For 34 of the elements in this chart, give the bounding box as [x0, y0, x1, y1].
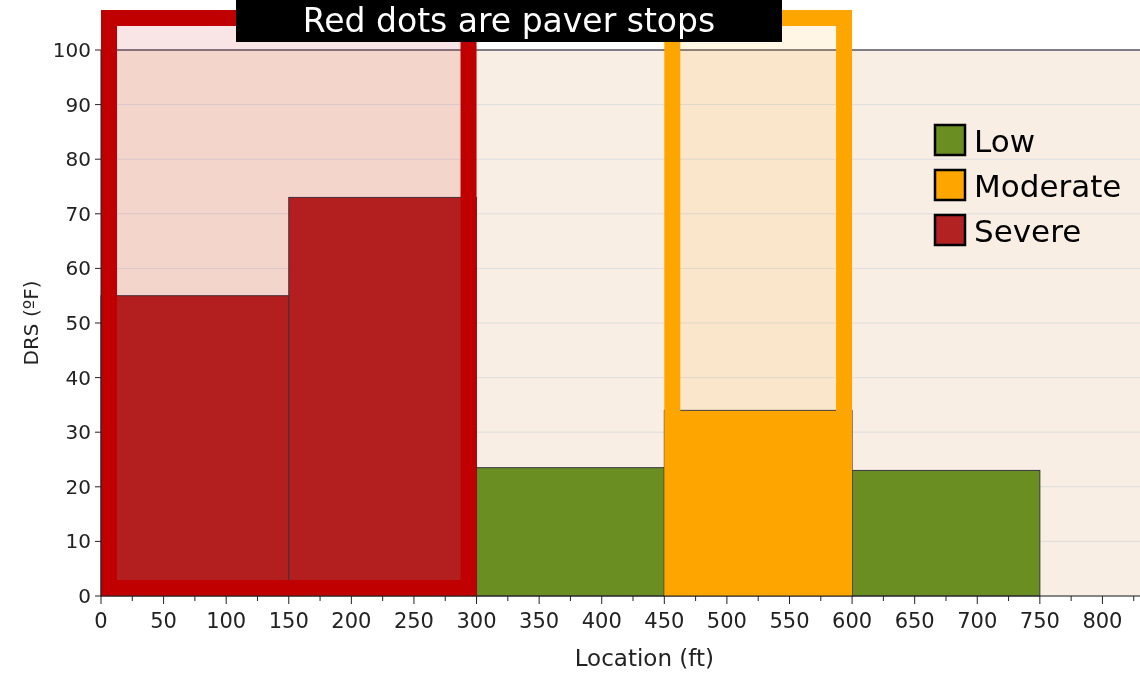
x-tick-label: 550 [769, 609, 810, 633]
legend-label: Low [974, 123, 1036, 159]
y-tick-label: 50 [65, 311, 91, 335]
x-tick-label: 350 [519, 609, 560, 633]
x-tick-label: 750 [1019, 609, 1060, 633]
x-tick-label: 50 [150, 609, 177, 633]
y-tick-label: 30 [65, 420, 91, 445]
y-tick-label: 60 [65, 256, 91, 281]
x-tick-label: 400 [581, 609, 622, 633]
x-tick-label: 800 [1082, 609, 1123, 633]
x-axis-title: Location (ft) [574, 645, 714, 671]
y-tick-label: 40 [65, 365, 91, 390]
x-tick-label: 200 [331, 609, 372, 633]
y-tick-label: 90 [65, 92, 91, 117]
x-tick-label: 650 [894, 609, 935, 633]
legend-label: Severe [974, 213, 1082, 249]
y-tick-label: 70 [65, 201, 91, 226]
legend-label: Moderate [974, 168, 1122, 204]
y-tick-label: 20 [65, 474, 91, 499]
y-tick-label: 10 [65, 529, 91, 554]
x-tick-label: 300 [456, 609, 497, 633]
x-tick-label: 700 [957, 609, 998, 633]
x-tick-label: 0 [94, 609, 108, 633]
y-axis-title: DRS (ºF) [19, 280, 43, 366]
y-tick-label: 80 [65, 147, 91, 172]
x-tick-label: 100 [206, 609, 247, 633]
x-tick-label: 450 [644, 609, 685, 633]
x-tick-label: 150 [268, 609, 309, 633]
y-tick-label: 100 [52, 38, 91, 62]
x-tick-label: 500 [706, 609, 747, 633]
x-tick-label: 250 [393, 609, 434, 633]
y-tick-label: 0 [78, 584, 91, 608]
x-tick-label: 600 [832, 609, 873, 633]
chart-title: Red dots are paver stops [302, 1, 716, 40]
